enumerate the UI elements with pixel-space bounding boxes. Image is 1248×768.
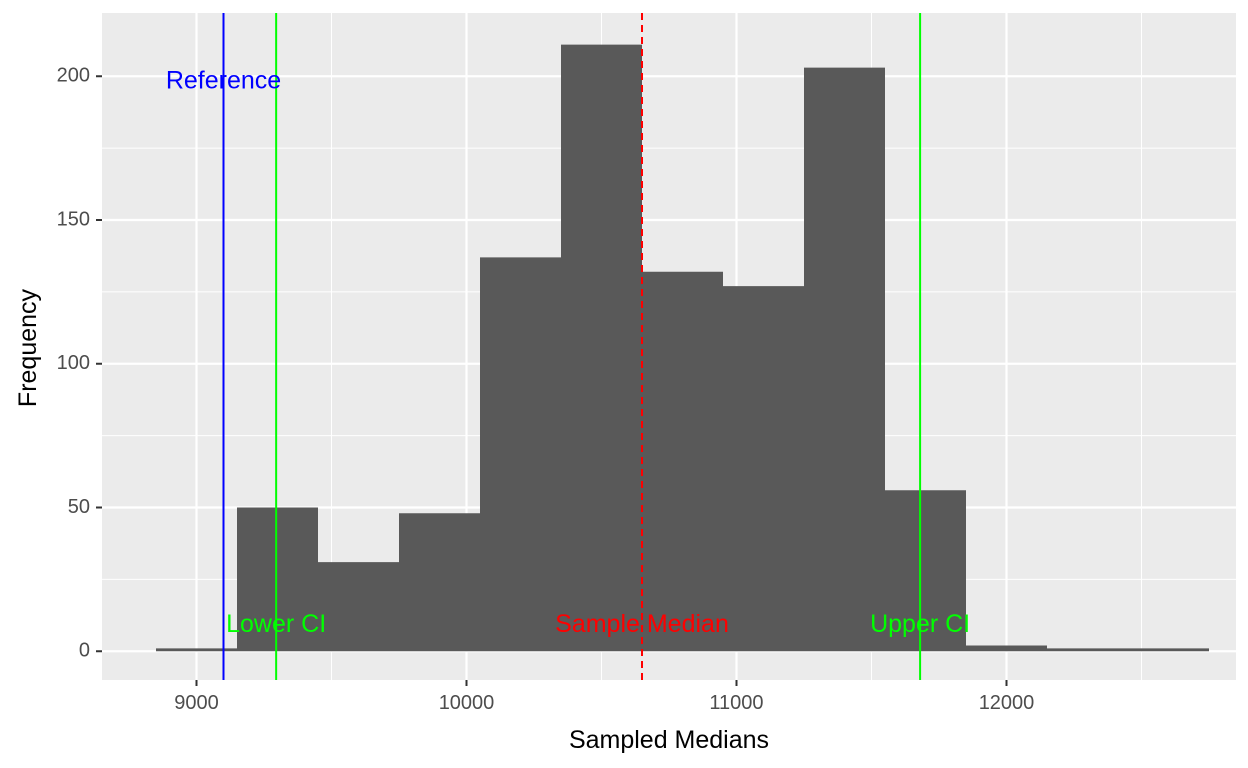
histogram-bar xyxy=(642,271,723,652)
histogram-bar xyxy=(561,44,642,652)
histogram-bar xyxy=(1047,648,1128,652)
x-axis-title: Sampled Medians xyxy=(569,726,769,754)
histogram-bar xyxy=(804,67,885,652)
x-tick-label: 12000 xyxy=(979,692,1035,714)
reference-line-label: Sample Median xyxy=(555,610,729,638)
y-tick-label: 150 xyxy=(57,208,90,230)
histogram-bar xyxy=(318,562,399,652)
histogram-bar xyxy=(966,645,1047,652)
reference-lines xyxy=(222,13,922,680)
reference-annotations: Reference Lower CI Sample Median Upper CI xyxy=(166,67,970,638)
x-tick-label: 10000 xyxy=(439,692,495,714)
x-tick-label: 9000 xyxy=(174,692,219,714)
y-axis-title: Frequency xyxy=(14,288,42,407)
y-tick-label: 0 xyxy=(79,640,90,662)
x-axis: 9000 10000 11000 12000 xyxy=(174,680,1034,714)
y-tick-label: 200 xyxy=(57,65,90,87)
x-tick-label: 11000 xyxy=(709,692,763,714)
histogram-bar xyxy=(723,286,804,652)
histogram-bar xyxy=(237,507,318,652)
reference-line-label: Upper CI xyxy=(870,610,970,638)
y-tick-label: 50 xyxy=(68,496,90,518)
y-tick-label: 100 xyxy=(57,352,90,374)
reference-line-label: Lower CI xyxy=(226,610,326,638)
histogram-bar xyxy=(480,257,561,652)
histogram-bars xyxy=(156,44,1209,652)
histogram-bar xyxy=(885,490,966,652)
histogram-bar xyxy=(1128,648,1209,652)
histogram-bar xyxy=(399,513,480,652)
y-axis: 0 50 100 150 200 xyxy=(57,65,102,662)
reference-line-label: Reference xyxy=(166,67,281,95)
histogram-bar xyxy=(156,648,237,652)
